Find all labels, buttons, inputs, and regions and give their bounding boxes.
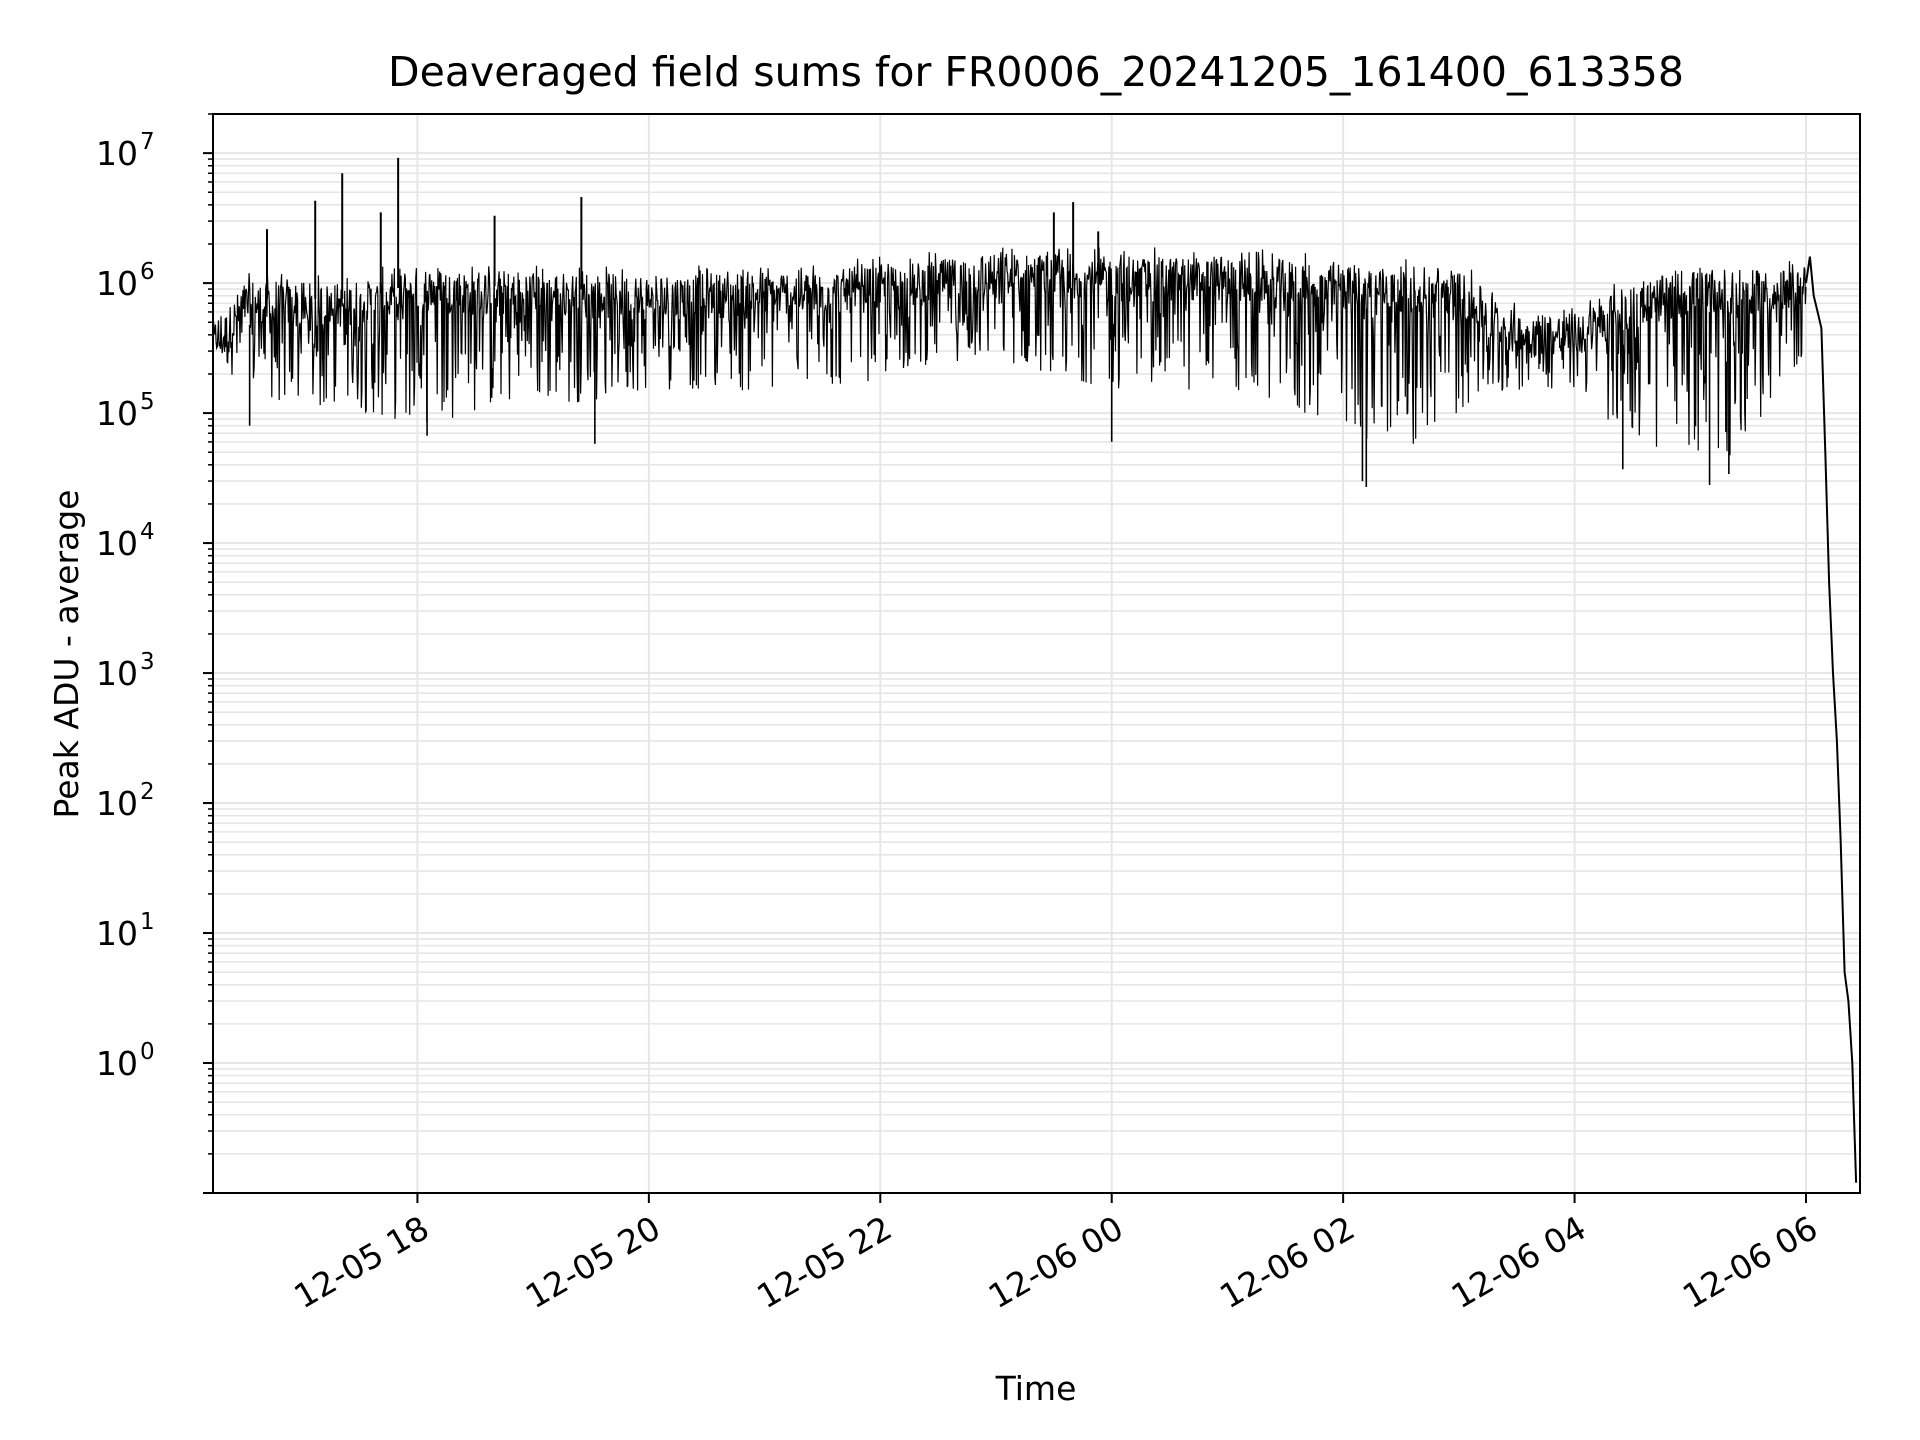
x-tick-label: 12-06 02 bbox=[1213, 1208, 1361, 1316]
y-tick-label: 10 bbox=[96, 1044, 138, 1083]
y-tick-exponent: 4 bbox=[140, 519, 155, 545]
y-axis-label: Peak ADU - average bbox=[47, 490, 86, 819]
plot-area-frame bbox=[212, 113, 1861, 1194]
x-tick-label: 12-05 18 bbox=[287, 1208, 435, 1316]
y-tick-label: 10 bbox=[96, 264, 138, 303]
chart-title: Deaveraged field sums for FR0006_2024120… bbox=[388, 48, 1684, 96]
y-tick-exponent: 3 bbox=[140, 649, 155, 675]
y-tick-exponent: 5 bbox=[140, 389, 155, 415]
series-line bbox=[212, 157, 1858, 1183]
y-tick-label: 10 bbox=[96, 524, 138, 563]
x-axis-label: Time bbox=[995, 1369, 1077, 1408]
x-tick-label: 12-06 04 bbox=[1445, 1208, 1593, 1316]
y-tick-exponent: 2 bbox=[140, 779, 155, 805]
y-tick-exponent: 1 bbox=[140, 909, 155, 935]
y-tick-exponent: 6 bbox=[140, 259, 155, 285]
y-tick-label: 10 bbox=[96, 394, 138, 433]
x-tick-label: 12-05 20 bbox=[519, 1208, 667, 1316]
x-axis: 12-05 18 12-05 20 12-05 22 12-06 00 12-06 02… bbox=[287, 1193, 1824, 1316]
series-tail bbox=[1805, 256, 1858, 1183]
y-tick-label: 10 bbox=[96, 784, 138, 823]
y-tick-exponent: 0 bbox=[140, 1039, 155, 1065]
x-tick-label: 12-06 00 bbox=[982, 1208, 1130, 1316]
series-trace bbox=[212, 247, 1807, 456]
x-tick-label: 12-05 22 bbox=[750, 1208, 898, 1316]
y-tick-label: 10 bbox=[96, 134, 138, 173]
y-tick-label: 10 bbox=[96, 654, 138, 693]
y-tick-exponent: 7 bbox=[140, 129, 155, 155]
x-tick-label: 12-06 06 bbox=[1676, 1208, 1824, 1316]
y-tick-label: 10 bbox=[96, 914, 138, 953]
